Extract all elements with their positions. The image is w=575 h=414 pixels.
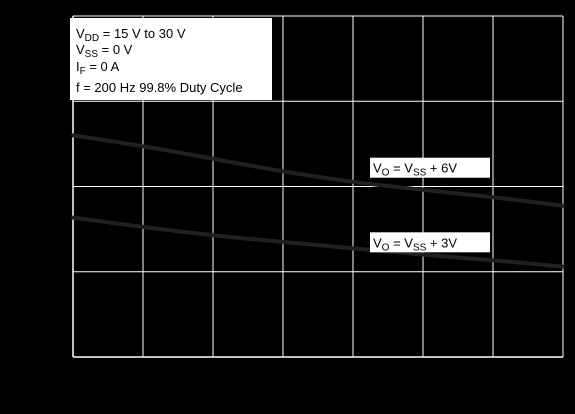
series-label-box (370, 157, 490, 178)
y-axis-label: IOL – OUTPUT LOW CURRENT (A) (28, 78, 47, 299)
series-label: VO = VSS + 6V (373, 161, 457, 179)
series-line (71, 133, 565, 208)
conditions-box: VDD = 15 V to 30 V VSS = 0 V IF = 0 A f … (70, 18, 272, 100)
y-tick-label: 0 (62, 349, 69, 364)
series-label-box (370, 232, 490, 253)
x-tick-label: 20 (276, 362, 290, 377)
y-tick-label: 4 (62, 179, 69, 194)
x-tick-label: 40 (346, 362, 360, 377)
y-tick-label: 8 (62, 8, 69, 23)
x-tick-label: 80 (486, 362, 500, 377)
series-labels: VO = VSS + 6V VO = VSS + 3V (370, 157, 490, 253)
x-tick-label: 60 (416, 362, 430, 377)
x-tick-label: -20 (134, 362, 153, 377)
tick-labels: -40 -20 0 20 40 60 80 100 0 2 4 6 8 (62, 8, 574, 377)
condition-line: VSS = 0 V (76, 42, 133, 60)
y-tick-label: 6 (62, 93, 69, 108)
condition-line: IF = 0 A (76, 59, 120, 77)
x-tick-label: 0 (209, 362, 216, 377)
series-layer (71, 133, 565, 269)
condition-line: f = 200 Hz 99.8% Duty Cycle (76, 80, 243, 95)
series-label: VO = VSS + 3V (373, 235, 457, 253)
condition-line: VDD = 15 V to 30 V (76, 26, 186, 44)
x-tick-label: 100 (552, 362, 574, 377)
x-axis-label: TA – AMBIENT TEMPERATURE (°C) (200, 390, 429, 409)
series-line (71, 215, 565, 269)
conditions-box-bg (70, 18, 272, 100)
x-tick-label: -40 (64, 362, 83, 377)
y-tick-label: 2 (62, 264, 69, 279)
